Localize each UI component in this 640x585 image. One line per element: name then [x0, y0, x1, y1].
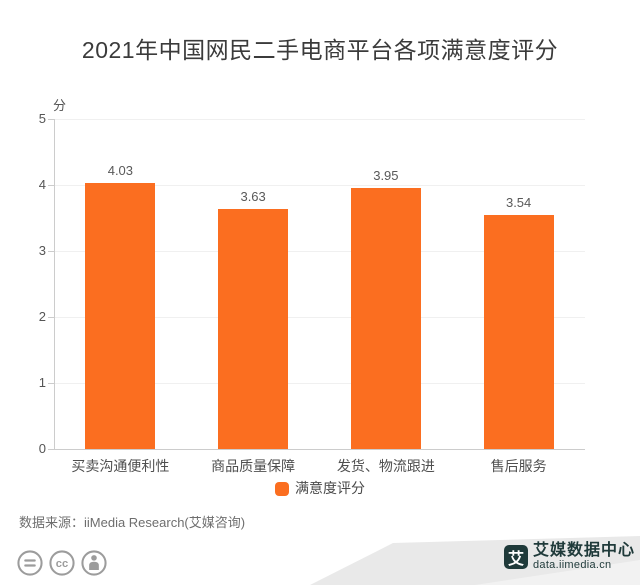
- cc-icon[interactable]: cc: [48, 549, 76, 577]
- y-axis-tick-label: 4: [38, 177, 46, 192]
- gridline: [54, 185, 585, 186]
- gridline: [54, 383, 585, 384]
- gridline: [54, 317, 585, 318]
- iimedia-logo-char: 艾: [507, 550, 524, 568]
- x-axis-category-label: 商品质量保障: [211, 458, 296, 474]
- gridline: [54, 119, 585, 120]
- bar-发货、物流跟进[interactable]: [350, 188, 421, 449]
- x-axis-category-label: 发货、物流跟进: [336, 458, 435, 474]
- y-axis-tickmark: [48, 119, 54, 120]
- bar-售后服务[interactable]: [483, 215, 554, 449]
- iimedia-logo-icon: 艾: [503, 544, 528, 569]
- y-axis-tick-label: 0: [38, 441, 46, 456]
- legend-label: 满意度评分: [295, 480, 365, 496]
- bar-买卖沟通便利性[interactable]: [85, 183, 156, 449]
- y-axis-tick-label: 3: [38, 243, 46, 258]
- y-axis-tickmark: [48, 449, 54, 450]
- brand-url: data.iimedia.cn: [532, 559, 612, 571]
- y-axis-tickmark: [48, 185, 54, 186]
- license-icons: cc: [16, 549, 108, 577]
- y-axis-tickmark: [48, 251, 54, 252]
- y-axis-tickmark: [48, 383, 54, 384]
- bar-value-label: 3.95: [373, 168, 399, 184]
- x-axis-category-label: 买卖沟通便利性: [71, 458, 170, 474]
- y-axis-line: [54, 119, 55, 449]
- x-axis-category-label: 售后服务: [490, 458, 547, 474]
- y-axis-unit-label: 分: [53, 98, 67, 113]
- brand-text: 艾媒数据中心 data.iimedia.cn: [533, 542, 635, 571]
- bar-value-label: 4.03: [107, 163, 134, 179]
- brand-name: 艾媒数据中心: [532, 542, 635, 559]
- bar-value-label: 3.63: [240, 189, 266, 205]
- gridline: [54, 251, 585, 252]
- bar-商品质量保障[interactable]: [218, 209, 289, 449]
- equals-icon[interactable]: [16, 549, 44, 577]
- legend-swatch: [275, 481, 289, 496]
- data-source-text: 数据来源：iiMedia Research(艾媒咨询): [19, 515, 246, 530]
- bar-value-label: 3.54: [505, 195, 532, 211]
- brand-logo[interactable]: 艾 艾媒数据中心 data.iimedia.cn: [503, 542, 635, 571]
- y-axis-tick-label: 2: [38, 309, 46, 324]
- x-axis-line: [54, 449, 585, 450]
- svg-text:cc: cc: [56, 558, 68, 570]
- chart-legend[interactable]: 满意度评分: [0, 481, 640, 496]
- chart-title: 2021年中国网民二手电商平台各项满意度评分: [81, 37, 559, 63]
- y-axis-tick-label: 5: [38, 111, 46, 126]
- person-icon[interactable]: [80, 549, 108, 577]
- y-axis-tickmark: [48, 317, 54, 318]
- y-axis-tick-label: 1: [38, 375, 46, 390]
